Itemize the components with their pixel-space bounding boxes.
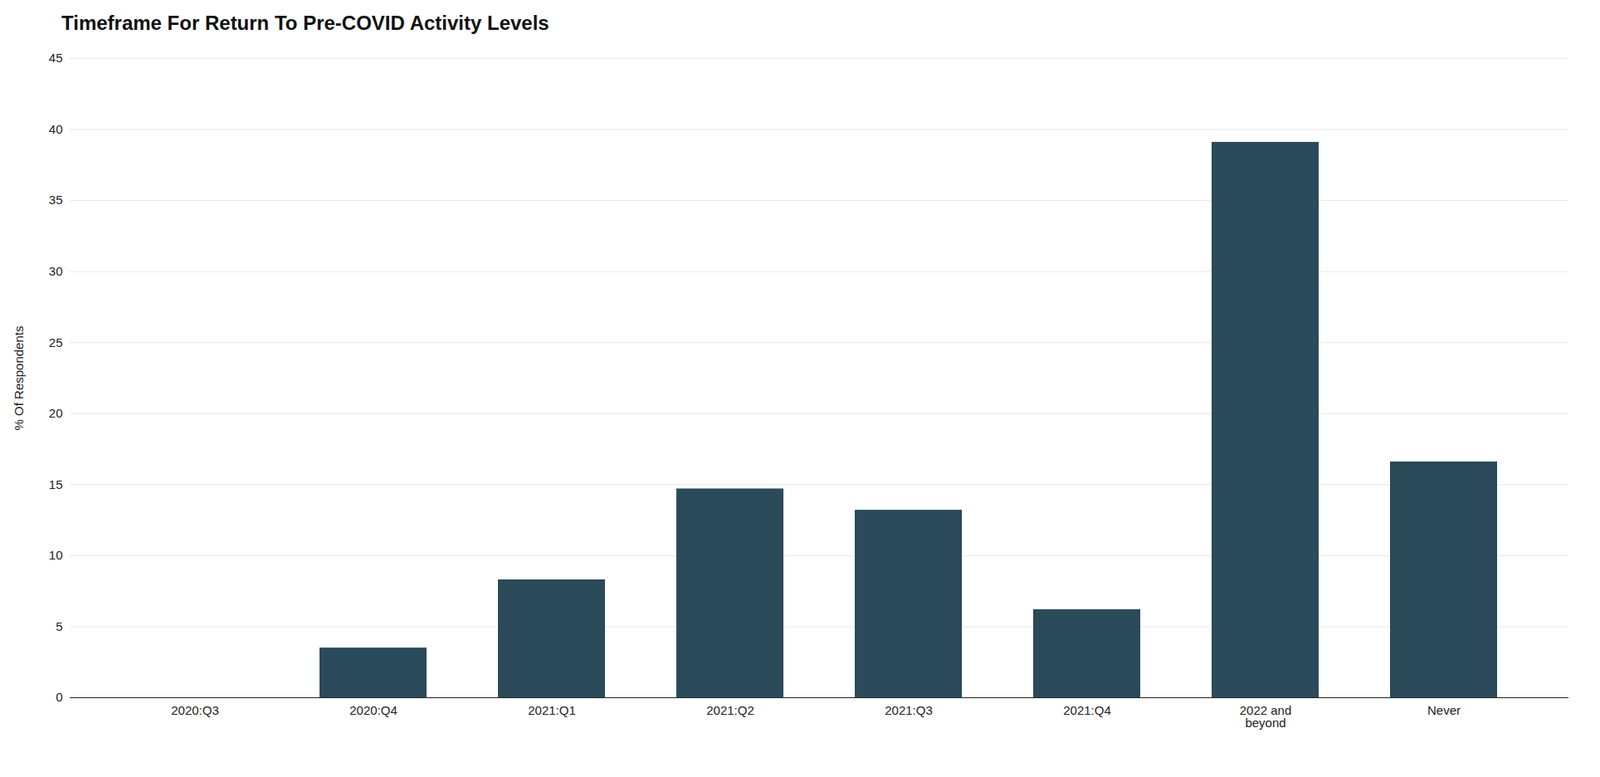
html-text:Timeframe For Return To Pre-CO: Timeframe For Return To Pre-COVID Activi… [61, 11, 550, 35]
svg-text:45: 45 [48, 50, 64, 65]
svg-text:25: 25 [48, 335, 64, 350]
svg-text:2021:Q4: 2021:Q4 [1063, 702, 1112, 718]
svg-text:30: 30 [48, 263, 64, 279]
svg-text:% Of Respondents: % Of Respondents [11, 326, 26, 431]
svg-text:40: 40 [48, 121, 64, 137]
svg-text:2020:Q3: 2020:Q3 [170, 702, 220, 718]
svg-text:5: 5 [55, 619, 63, 634]
svg-text:0: 0 [55, 689, 63, 704]
svg-text:2021:Q1: 2021:Q1 [527, 702, 576, 718]
svg-text:2020:Q4: 2020:Q4 [349, 702, 398, 718]
svg-text:15: 15 [48, 477, 64, 492]
svg-text:Never: Never [1427, 702, 1461, 718]
svg-text:35: 35 [48, 192, 64, 207]
svg-text:20: 20 [48, 405, 64, 420]
svg-text:2021:Q2: 2021:Q2 [706, 702, 755, 718]
svg-text:2022 andbeyond: 2022 andbeyond [1239, 702, 1293, 730]
svg-text:2021:Q3: 2021:Q3 [884, 702, 933, 718]
svg-text:10: 10 [48, 547, 64, 562]
